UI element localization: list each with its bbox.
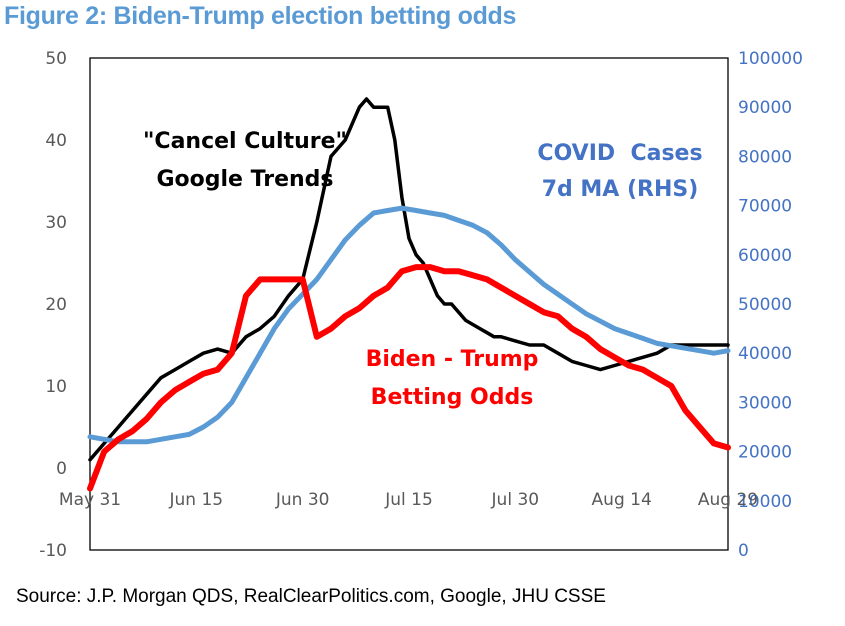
annotation-covid-line1: COVID Cases	[537, 141, 702, 166]
left-tick-label: 40	[45, 131, 67, 151]
series-line-0	[88, 97, 730, 462]
right-tick-label: 60000	[738, 246, 792, 266]
x-tick-label: Jun 30	[275, 490, 330, 510]
left-tick-label: 30	[45, 213, 67, 233]
right-tick-label: 20000	[738, 443, 792, 463]
plot-area-frame	[89, 57, 729, 551]
right-axis-ticks: 1000009000080000700006000050000400003000…	[738, 49, 803, 561]
series-line-2	[87, 264, 731, 492]
right-tick-label: 80000	[738, 147, 792, 167]
left-tick-label: 20	[45, 295, 67, 315]
right-tick-label: 0	[738, 541, 749, 561]
x-tick-label: Jul 15	[384, 490, 433, 510]
right-tick-label: 30000	[738, 393, 792, 413]
figure-title: Figure 2: Biden-Trump election betting o…	[4, 2, 517, 30]
x-axis-ticks: May 31 Jun 15 Jun 30 Jul 15 Jul 30 Aug 14 Aug …	[59, 490, 758, 510]
annotation-cancel-line2: Google Trends	[156, 167, 333, 192]
annotation-covid-line2: 7d MA (RHS)	[542, 177, 699, 202]
annotation-odds-line1: Biden - Trump	[366, 347, 539, 372]
right-tick-label: 10000	[738, 492, 792, 512]
left-tick-label: -10	[39, 541, 67, 561]
right-tick-label: 40000	[738, 344, 792, 364]
annotation-odds-line2: Betting Odds	[371, 385, 534, 410]
x-tick-label: Jul 30	[491, 490, 540, 510]
x-tick-label: May 31	[59, 490, 121, 510]
left-axis-ticks: 50 40 30 20 10 0 -10	[39, 49, 67, 561]
left-tick-label: 10	[45, 377, 67, 397]
series-line-1	[87, 205, 731, 445]
left-tick-label: 50	[45, 49, 67, 69]
x-tick-label: Aug 29	[698, 490, 758, 510]
right-tick-label: 50000	[738, 295, 792, 315]
left-tick-label: 0	[56, 459, 67, 479]
series-layer	[87, 97, 731, 492]
x-tick-label: Aug 14	[592, 490, 652, 510]
x-tick-label: Jun 15	[169, 490, 224, 510]
right-tick-label: 100000	[738, 49, 803, 69]
source-note: Source: J.P. Morgan QDS, RealClearPoliti…	[16, 586, 606, 607]
annotation-cancel-line1: "Cancel Culture"	[143, 129, 347, 154]
right-tick-label: 70000	[738, 197, 792, 217]
right-tick-label: 90000	[738, 98, 792, 118]
